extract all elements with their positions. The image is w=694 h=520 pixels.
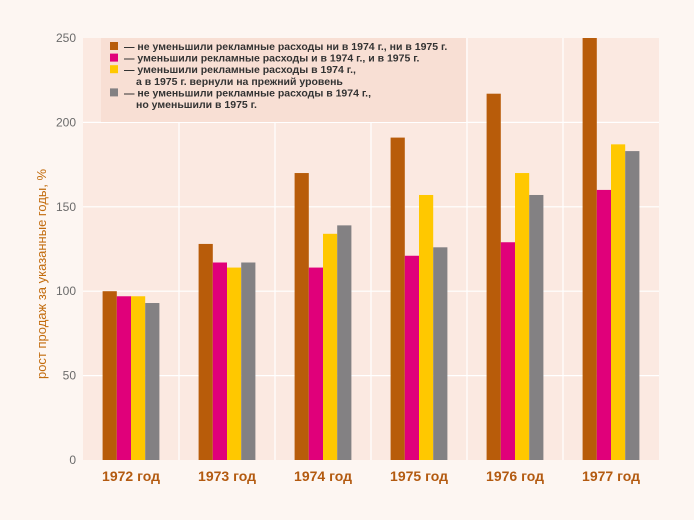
bar-series-3-6 xyxy=(611,144,626,460)
legend-label-4: но уменьшили в 1975 г. xyxy=(136,99,257,111)
legend: — не уменьшили рекламные расходы ни в 19… xyxy=(101,38,466,122)
bar-series-2-1 xyxy=(116,296,131,460)
bar-series-1-3 xyxy=(294,173,309,461)
bar-series-1-5 xyxy=(486,93,501,460)
y-axis-ticks: 0 50 100 150 200 250 xyxy=(56,31,76,467)
legend-swatch-3 xyxy=(110,65,118,74)
gridlines xyxy=(83,38,659,460)
bar-series-2-2 xyxy=(212,262,227,460)
legend-swatch-4 xyxy=(110,88,118,97)
y-tick-label: 100 xyxy=(56,284,76,298)
y-tick-label: 150 xyxy=(56,200,76,214)
bar-series-3-4 xyxy=(419,194,434,460)
y-axis-label: рост продаж за указанные годы, % xyxy=(34,169,49,380)
bar-series-4-1 xyxy=(145,303,160,460)
x-axis-labels: 1972 год 1973 год 1974 год 1975 год 1976 год… xyxy=(102,468,640,484)
bar-series-3-5 xyxy=(515,173,530,461)
bar-series-4-2 xyxy=(241,262,256,460)
bar-series-4-5 xyxy=(529,194,544,460)
legend-label-3: а в 1975 г. вернули на прежний уровень xyxy=(136,76,343,88)
x-tick-label: 1973 год xyxy=(198,468,256,484)
x-tick-label: 1977 год xyxy=(582,468,640,484)
x-tick-label: 1972 год xyxy=(102,468,160,484)
legend-label-4: — не уменьшили рекламные расходы в 1974 … xyxy=(124,87,371,99)
bar-series-2-5 xyxy=(500,242,515,460)
bar-series-4-4 xyxy=(433,247,448,460)
bar-series-2-3 xyxy=(308,267,323,460)
x-tick-label: 1975 год xyxy=(390,468,448,484)
legend-swatch-1 xyxy=(110,42,118,50)
y-tick-label: 50 xyxy=(63,369,77,383)
legend-label-2: — уменьшили рекламные расходы и в 1974 г… xyxy=(124,53,420,65)
legend-swatch-2 xyxy=(110,53,118,62)
bars xyxy=(102,38,640,461)
y-tick-label: 250 xyxy=(56,31,76,45)
bar-series-3-3 xyxy=(323,233,338,460)
bar-series-2-4 xyxy=(404,255,419,460)
bar-series-1-6 xyxy=(582,38,597,460)
x-tick-label: 1974 год xyxy=(294,468,352,484)
y-tick-label: 0 xyxy=(69,453,76,467)
bar-series-2-6 xyxy=(596,189,611,461)
bar-series-1-4 xyxy=(390,137,405,461)
legend-label-3: — уменьшили рекламные расходы в 1974 г., xyxy=(124,64,356,76)
bar-series-1-1 xyxy=(102,291,117,460)
bar-series-3-2 xyxy=(227,267,242,460)
y-tick-label: 200 xyxy=(56,115,76,129)
bar-series-3-1 xyxy=(131,296,146,460)
bar-series-1-2 xyxy=(198,243,213,460)
legend-label-1: — не уменьшили рекламные расходы ни в 19… xyxy=(124,41,447,53)
legend-box xyxy=(101,38,466,122)
bar-series-4-3 xyxy=(337,225,352,460)
x-tick-label: 1976 год xyxy=(486,468,544,484)
bar-series-4-6 xyxy=(625,151,640,460)
